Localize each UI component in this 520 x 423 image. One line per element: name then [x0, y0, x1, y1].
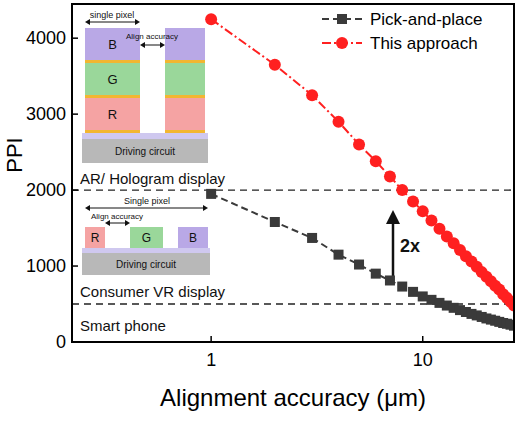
- y-tick: [72, 37, 78, 39]
- inset-layer: [85, 63, 140, 95]
- inset-layer: [165, 98, 205, 130]
- x-axis-title: Alignment accuracy (μm): [160, 384, 426, 411]
- dim-head: [85, 19, 90, 25]
- inset-circuit: [82, 253, 210, 275]
- y-tick: [72, 265, 78, 267]
- dim-head: [135, 19, 140, 25]
- data-point: [353, 139, 365, 151]
- inset-separator: [85, 130, 140, 133]
- arrow-head: [386, 210, 400, 224]
- inset-side: Single pixel Align accuracy R G B Driving cir…: [82, 196, 210, 275]
- dim-head: [85, 205, 90, 211]
- dim-line: [89, 22, 136, 23]
- inset-separator: [165, 95, 205, 98]
- plot-area: [205, 13, 514, 330]
- inset-separator: [165, 60, 205, 63]
- inset-layer-label: R: [108, 107, 117, 122]
- data-point: [397, 282, 407, 292]
- y-tick-label: 4000: [26, 28, 66, 48]
- plot-frame: [72, 4, 514, 342]
- inset-circuit-label: Driving circuit: [116, 259, 176, 270]
- y-tick-label: 3000: [26, 104, 66, 124]
- dim-line: [109, 223, 126, 224]
- legend-label: Pick-and-place: [370, 10, 482, 29]
- y-tick-label: 1000: [26, 256, 66, 276]
- inset-circuit: [82, 139, 208, 163]
- data-point: [334, 250, 344, 260]
- legend-marker: [336, 37, 348, 49]
- inset-block: [178, 227, 208, 248]
- annotation: 2x: [400, 236, 420, 256]
- inset-title: Single pixel: [124, 196, 170, 206]
- dim-head: [203, 205, 208, 211]
- inset-substrate: [82, 133, 208, 139]
- data-point: [333, 116, 345, 128]
- dim-head: [160, 42, 165, 48]
- data-point: [354, 260, 364, 270]
- x-tick: [210, 336, 212, 342]
- inset-title: single pixel: [90, 10, 135, 20]
- data-point: [307, 233, 317, 243]
- data-point: [417, 205, 429, 217]
- inset-block: [130, 227, 163, 248]
- inset-gap-label: Align accuracy: [91, 212, 143, 221]
- annotation: Consumer VR display: [80, 283, 226, 300]
- x-tick-label: 10: [413, 350, 433, 370]
- inset-circuit-label: Driving circuit: [115, 146, 175, 157]
- inset-gap-label: Align accuracy: [126, 32, 178, 41]
- inset-substrate: [82, 248, 210, 253]
- annotation: Smart phone: [80, 317, 166, 334]
- legend: Pick-and-place This approach: [322, 10, 482, 53]
- y-axis-title: PPI: [2, 137, 27, 172]
- y-tick-label: 2000: [26, 180, 66, 200]
- series-line: [211, 19, 514, 305]
- y-tick: [72, 113, 78, 115]
- inset-layer-label: B: [108, 37, 117, 52]
- x-tick: [422, 336, 424, 342]
- inset-block-label: G: [142, 231, 151, 245]
- data-point: [205, 13, 217, 25]
- dim-head: [140, 42, 145, 48]
- dim-head: [125, 220, 130, 226]
- dim-head: [105, 220, 110, 226]
- annotation: AR/ Hologram display: [80, 170, 226, 187]
- inset-layer: [165, 63, 205, 95]
- inset-separator: [165, 130, 205, 133]
- data-point: [418, 291, 428, 301]
- arrow: [392, 222, 395, 276]
- series-line: [211, 194, 514, 326]
- inset-separator: [85, 60, 140, 63]
- inset-layer-label: G: [107, 72, 117, 87]
- data-point: [371, 269, 381, 279]
- chart: AR/ Hologram display Consumer VR display S…: [0, 0, 520, 423]
- dim-line: [144, 45, 161, 46]
- data-point: [306, 89, 318, 101]
- dim-line: [89, 208, 204, 209]
- data-point: [396, 184, 408, 196]
- data-point: [370, 155, 382, 167]
- x-tick-label: 1: [206, 350, 216, 370]
- legend-label: This approach: [370, 34, 478, 53]
- inset-block: [85, 227, 105, 248]
- data-point: [385, 275, 395, 285]
- data-point: [206, 189, 216, 199]
- data-point: [407, 195, 419, 207]
- inset-layer: [85, 98, 140, 130]
- y-tick-label: 0: [56, 332, 66, 352]
- data-point: [270, 217, 280, 227]
- inset-separator: [85, 95, 140, 98]
- inset-block-label: R: [91, 231, 100, 245]
- data-point: [408, 287, 418, 297]
- y-tick: [72, 189, 78, 191]
- y-tick: [72, 341, 78, 343]
- legend-marker: [337, 14, 347, 24]
- data-point: [269, 59, 281, 71]
- reference-line: [72, 189, 514, 190]
- inset-block-label: B: [189, 231, 197, 245]
- data-point: [384, 170, 396, 182]
- inset-stacked: single pixel B G R Driving circuit Align accu…: [82, 10, 208, 163]
